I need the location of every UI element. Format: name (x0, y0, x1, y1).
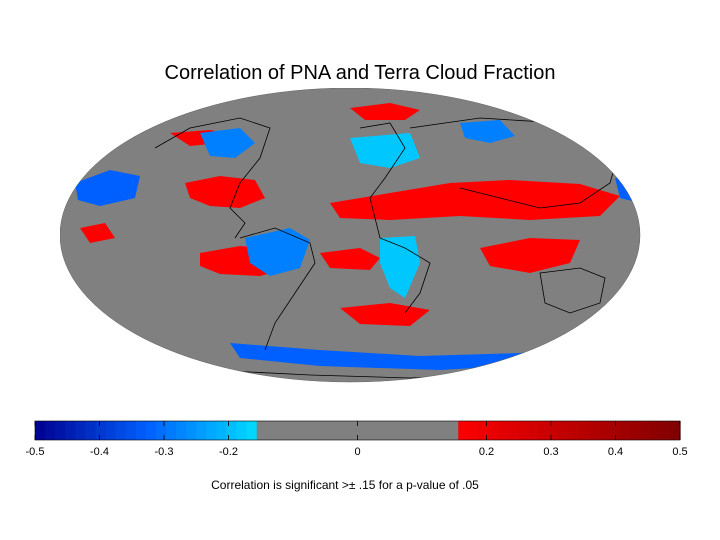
coast-north-america (154, 117, 271, 239)
colorbar-segment (559, 421, 570, 440)
colorbar-tick-label: -0.4 (90, 446, 109, 458)
colorbar-segment (155, 421, 167, 440)
red-region-indian-ocean (480, 238, 580, 273)
colorbar-segment (367, 421, 379, 440)
colorbar-segment (226, 421, 238, 440)
colorbar-segment (256, 421, 268, 440)
colorbar-segment (166, 421, 177, 440)
colorbar-segment (85, 421, 97, 440)
colorbar-segment (629, 421, 641, 440)
colorbar-segment (538, 421, 550, 440)
colorbar-segment (468, 421, 480, 440)
blue-region-arctic (350, 133, 420, 168)
colorbar-segment (307, 421, 318, 440)
colorbar-segment (75, 421, 86, 440)
colorbar-segment (105, 421, 117, 440)
significance-note: Correlation is significant >± .15 for a … (211, 478, 479, 492)
colorbar-segment (478, 421, 490, 440)
colorbar-segment (176, 421, 187, 440)
colorbar-segment (286, 421, 298, 440)
coast-south-america (239, 227, 316, 351)
colorbar-tick-label: 0.4 (607, 446, 624, 458)
coast-asia (409, 117, 621, 209)
colorbar-segment (579, 421, 590, 440)
red-region-south-pacific (340, 303, 430, 326)
colorbar-tick-label: -0.2 (219, 446, 238, 458)
colorbar-segment (609, 421, 621, 440)
blue-region-west-africa (380, 236, 420, 298)
colorbar-segment (387, 421, 399, 440)
blue-region-east-asia (460, 120, 515, 143)
colorbar-segment (448, 421, 459, 440)
colorbar-segment (548, 421, 560, 440)
colorbar-tick-label: 0.2 (478, 446, 495, 458)
colorbar-segment (639, 421, 651, 440)
colorbar-segment (216, 421, 228, 440)
colorbar-tick-label: -0.3 (154, 446, 174, 458)
colorbar-segment (297, 421, 308, 440)
colorbar-segment (417, 421, 429, 440)
colorbar-segment (589, 421, 600, 440)
colorbar-segment (528, 421, 540, 440)
coast-europe-africa (359, 122, 431, 314)
colorbar-segment (55, 421, 66, 440)
correlation-regions (75, 103, 640, 379)
colorbar-segment (186, 421, 197, 440)
chart-title: Correlation of PNA and Terra Cloud Fract… (164, 62, 556, 84)
mollweide-map (59, 87, 641, 383)
map-panel (59, 87, 660, 393)
colorbar-segment (428, 421, 439, 440)
colorbar-segment (438, 421, 449, 440)
colorbar-segment (488, 421, 500, 440)
coast-australia (539, 267, 606, 314)
colorbar-tick-label: 0 (354, 446, 361, 458)
colorbar-segment (599, 421, 611, 440)
colorbar-segment (206, 421, 218, 440)
colorbar-segment (246, 421, 258, 440)
red-region-north-atlantic (185, 176, 265, 208)
colorbar-segment (407, 421, 419, 440)
colorbar-segment (377, 421, 389, 440)
blue-region-gulf-of-alaska (75, 170, 140, 206)
colorbar-segment (458, 421, 469, 440)
blue-region-north-pacific (200, 128, 255, 158)
red-region-tropical-pacific-band (330, 180, 620, 220)
colorbar-segment (135, 421, 147, 440)
colorbar-segment (347, 421, 359, 440)
colorbar-segment (236, 421, 248, 440)
colorbar-segment (327, 421, 338, 440)
colorbar-segment (397, 421, 409, 440)
colorbar-segment (317, 421, 328, 440)
colorbar-tick-label: -0.5 (25, 446, 45, 458)
colorbar-segment (498, 421, 510, 440)
colorbar-tick-label: 0.5 (672, 446, 688, 458)
colorbar-segment (337, 421, 349, 440)
colorbar-segment (669, 421, 681, 440)
red-region-west-pacific (80, 223, 115, 243)
globe-background (60, 88, 640, 382)
colorbar-segment (357, 421, 369, 440)
red-region-north-polar (350, 103, 420, 120)
colorbar-segment (649, 421, 661, 440)
colorbar-segment (508, 421, 520, 440)
colorbar-segment (659, 421, 671, 440)
globe-outline (59, 87, 641, 383)
colorbar-segment (569, 421, 580, 440)
colorbar-frame (34, 420, 681, 441)
colorbar-segment (35, 421, 46, 440)
colorbar-tick-label: 0.3 (543, 446, 559, 458)
colorbar-segment (619, 421, 631, 440)
colorbar-segment (145, 421, 157, 440)
colorbar-segment (518, 421, 530, 440)
colorbar-segment (45, 421, 56, 440)
colorbar-segment (95, 421, 107, 440)
colorbar-segment (266, 421, 278, 440)
colorbar-segment (196, 421, 207, 440)
red-region-south-atlantic (320, 248, 380, 270)
colorbar-segment (65, 421, 76, 440)
blue-region-amazon (245, 228, 310, 276)
colorbar-segment (125, 421, 137, 440)
colorbar-segment (115, 421, 127, 440)
colorbar-segment (276, 421, 288, 440)
